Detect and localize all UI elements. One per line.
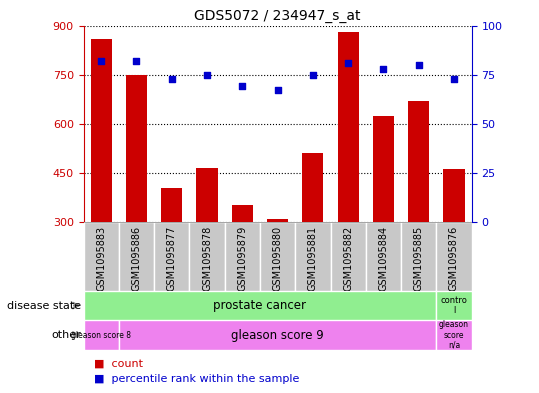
Point <box>414 62 423 68</box>
Bar <box>232 205 253 222</box>
FancyBboxPatch shape <box>366 222 401 291</box>
Bar <box>91 39 112 222</box>
FancyBboxPatch shape <box>437 222 472 291</box>
Bar <box>126 75 147 222</box>
FancyBboxPatch shape <box>437 320 472 350</box>
Bar <box>444 169 465 222</box>
Bar <box>373 116 394 222</box>
Text: ■  percentile rank within the sample: ■ percentile rank within the sample <box>94 374 300 384</box>
Point <box>379 66 388 72</box>
Bar <box>196 168 218 222</box>
Text: GSM1095886: GSM1095886 <box>132 226 141 290</box>
FancyBboxPatch shape <box>189 222 225 291</box>
FancyBboxPatch shape <box>295 222 330 291</box>
Bar <box>302 153 323 222</box>
Point <box>97 58 106 64</box>
Text: GSM1095880: GSM1095880 <box>273 226 282 290</box>
Title: GDS5072 / 234947_s_at: GDS5072 / 234947_s_at <box>195 9 361 23</box>
FancyBboxPatch shape <box>84 291 437 320</box>
Bar <box>408 101 429 222</box>
Text: GSM1095878: GSM1095878 <box>202 226 212 291</box>
Bar <box>267 219 288 222</box>
Point <box>450 75 458 82</box>
Bar <box>161 187 182 222</box>
Text: GSM1095882: GSM1095882 <box>343 226 353 291</box>
FancyBboxPatch shape <box>437 291 472 320</box>
Text: other: other <box>51 330 81 340</box>
Text: gleason score 8: gleason score 8 <box>71 331 131 340</box>
FancyBboxPatch shape <box>119 222 154 291</box>
Point <box>168 75 176 82</box>
FancyBboxPatch shape <box>154 222 189 291</box>
Point <box>238 83 247 90</box>
Point <box>132 58 141 64</box>
Text: contro
l: contro l <box>440 296 467 315</box>
Text: GSM1095877: GSM1095877 <box>167 226 177 291</box>
Text: GSM1095881: GSM1095881 <box>308 226 318 290</box>
FancyBboxPatch shape <box>330 222 366 291</box>
Text: disease state: disease state <box>6 301 81 310</box>
Point <box>203 72 211 78</box>
FancyBboxPatch shape <box>119 320 437 350</box>
Text: GSM1095884: GSM1095884 <box>378 226 389 290</box>
Point <box>273 87 282 94</box>
FancyBboxPatch shape <box>225 222 260 291</box>
Point <box>308 72 317 78</box>
Point <box>344 60 353 66</box>
Text: GSM1095883: GSM1095883 <box>96 226 106 290</box>
Text: GSM1095879: GSM1095879 <box>237 226 247 291</box>
Bar <box>337 32 359 222</box>
FancyBboxPatch shape <box>84 320 119 350</box>
Text: ■  count: ■ count <box>94 358 143 369</box>
FancyBboxPatch shape <box>84 222 119 291</box>
FancyBboxPatch shape <box>401 222 437 291</box>
Text: GSM1095885: GSM1095885 <box>414 226 424 291</box>
FancyBboxPatch shape <box>260 222 295 291</box>
Text: gleason score 9: gleason score 9 <box>231 329 324 342</box>
Text: gleason
score
n/a: gleason score n/a <box>439 320 469 350</box>
Text: prostate cancer: prostate cancer <box>213 299 307 312</box>
Text: GSM1095876: GSM1095876 <box>449 226 459 291</box>
